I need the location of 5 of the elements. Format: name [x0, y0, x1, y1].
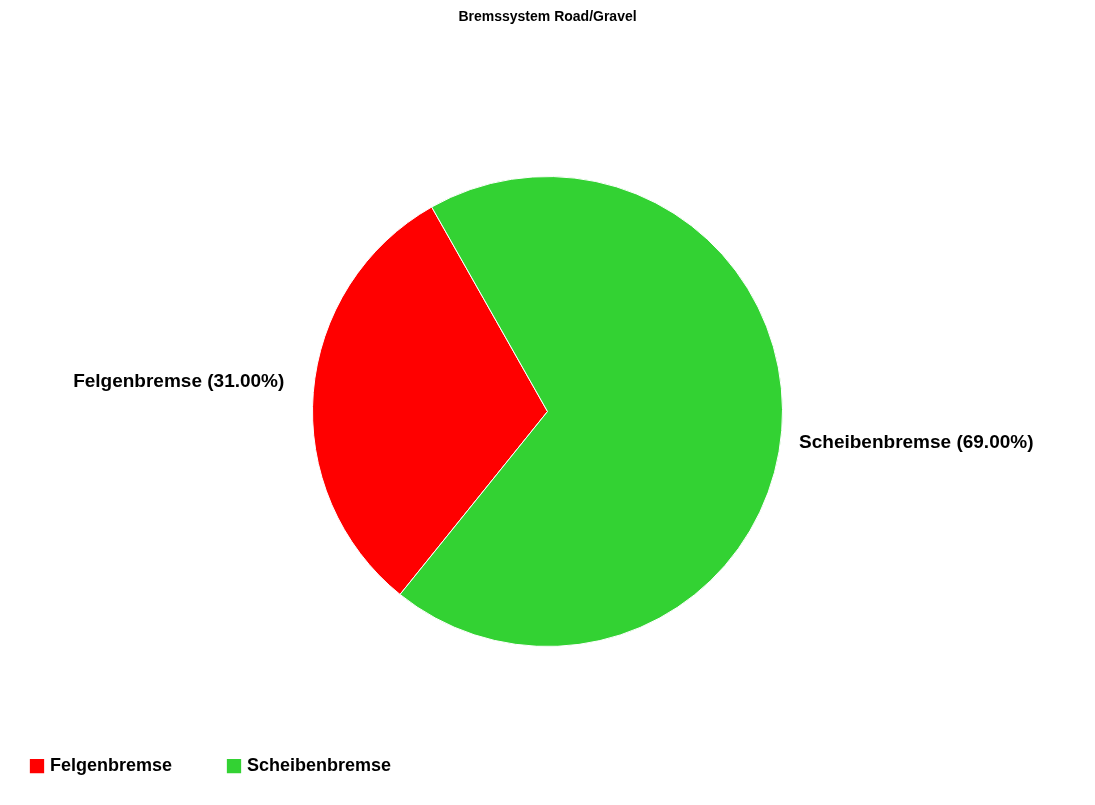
legend-label: Felgenbremse	[50, 755, 173, 776]
data-label: Scheibenbremse (69.00%)	[799, 430, 1034, 452]
data-label: Felgenbremse (31.00%)	[73, 370, 285, 392]
chart-title: Bremssystem Road/Gravel	[458, 8, 637, 24]
legend-label: Scheibenbremse	[247, 755, 392, 776]
